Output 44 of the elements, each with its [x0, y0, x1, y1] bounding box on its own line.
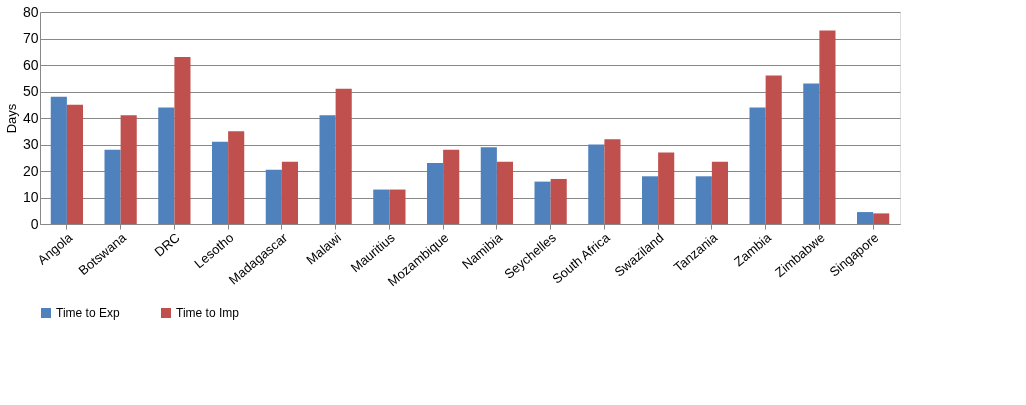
bar	[534, 181, 551, 224]
bar	[658, 152, 675, 224]
bar	[765, 75, 782, 224]
bar	[642, 176, 659, 224]
y-tick-label: 20	[22, 162, 39, 179]
bar	[588, 144, 605, 224]
y-axis-title: Days	[3, 103, 19, 134]
legend-label: Time to Imp	[176, 306, 240, 320]
y-tick-label: 80	[22, 3, 39, 20]
bar	[104, 149, 121, 224]
bar	[496, 161, 513, 224]
bar	[228, 131, 245, 224]
bar	[66, 104, 83, 224]
bar	[373, 189, 390, 224]
bar	[212, 141, 229, 224]
y-tick-label: 10	[22, 189, 39, 205]
bar	[389, 189, 406, 224]
bar	[158, 107, 175, 224]
bar	[604, 139, 621, 224]
y-tick-label: 50	[22, 83, 39, 99]
bar	[281, 161, 298, 224]
bar	[427, 163, 444, 224]
y-tick-label: 70	[22, 30, 39, 46]
bar	[120, 115, 137, 224]
y-tick-label: 40	[22, 109, 39, 126]
bar	[335, 88, 352, 224]
bar	[50, 96, 67, 224]
y-tick-label: 60	[22, 56, 39, 73]
legend-label: Time to Exp	[56, 306, 120, 320]
bar	[174, 57, 191, 224]
y-tick-label: 30	[22, 136, 39, 152]
bar	[550, 178, 567, 224]
bar	[749, 107, 766, 224]
bar	[803, 83, 820, 224]
bar	[695, 176, 712, 224]
bar	[857, 212, 874, 224]
y-tick-label: 0	[30, 215, 39, 232]
bar	[443, 149, 460, 224]
bar	[711, 161, 728, 224]
bar	[319, 115, 336, 224]
bar	[265, 169, 282, 224]
bar	[480, 147, 497, 224]
bar	[873, 213, 890, 224]
bar	[819, 30, 836, 224]
